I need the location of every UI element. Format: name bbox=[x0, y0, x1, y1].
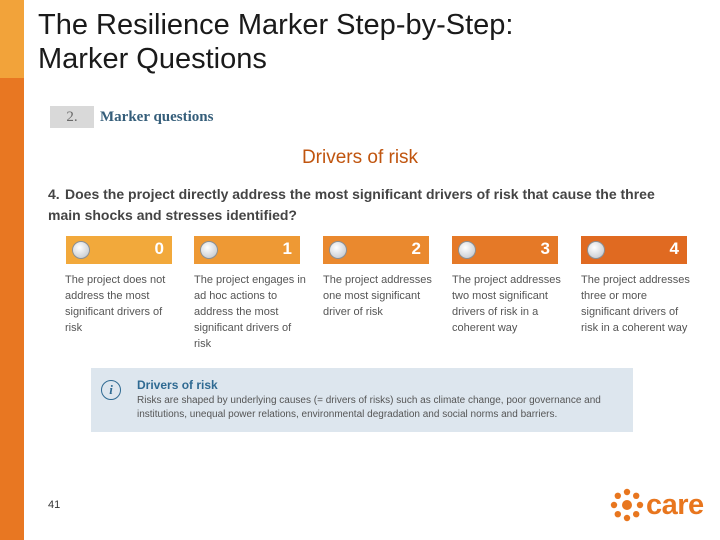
option-score: 3 bbox=[540, 239, 550, 258]
option-score: 4 bbox=[669, 239, 679, 258]
info-box-text: Risks are shaped by underlying causes (=… bbox=[137, 395, 601, 420]
radio-button-icon[interactable] bbox=[458, 241, 476, 259]
option-0-bar[interactable]: 0 bbox=[66, 236, 172, 264]
option-3-bar[interactable]: 3 bbox=[452, 236, 558, 264]
question: 4. Does the project directly address the … bbox=[48, 184, 668, 226]
section-label: Marker questions bbox=[100, 108, 214, 125]
radio-button-icon[interactable] bbox=[72, 241, 90, 259]
option-score: 1 bbox=[282, 239, 292, 258]
option-1-description: The project engages in ad hoc actions to… bbox=[194, 274, 306, 350]
option-2-bar[interactable]: 2 bbox=[323, 236, 429, 264]
care-logo-mark-icon bbox=[610, 488, 644, 522]
slide-title: The Resilience Marker Step-by-Step: Mark… bbox=[38, 9, 514, 75]
option-0-description: The project does not address the most si… bbox=[65, 274, 166, 334]
info-box: i Drivers of risk Risks are shaped by un… bbox=[91, 368, 633, 432]
question-text: Does the project directly address the mo… bbox=[48, 186, 655, 223]
left-accent-bar-top bbox=[0, 0, 24, 78]
option-1-bar[interactable]: 1 bbox=[194, 236, 300, 264]
page-number: 41 bbox=[48, 499, 61, 511]
option-4-description: The project addresses three or more sign… bbox=[581, 274, 690, 334]
option-score: 2 bbox=[411, 239, 421, 258]
info-box-title: Drivers of risk bbox=[137, 378, 218, 392]
option-2-description: The project addresses one most significa… bbox=[323, 274, 432, 318]
info-icon: i bbox=[101, 380, 121, 400]
section-number: 2. bbox=[50, 106, 94, 128]
radio-button-icon[interactable] bbox=[329, 241, 347, 259]
radio-button-icon[interactable] bbox=[200, 241, 218, 259]
option-score: 0 bbox=[154, 239, 164, 258]
option-3-description: The project addresses two most significa… bbox=[452, 274, 561, 334]
care-logo-text: care bbox=[646, 489, 704, 521]
care-logo: care bbox=[610, 488, 704, 522]
radio-button-icon[interactable] bbox=[587, 241, 605, 259]
question-number: 4. bbox=[48, 186, 60, 202]
section-tab: 2. Marker questions bbox=[50, 106, 213, 128]
option-4-bar[interactable]: 4 bbox=[581, 236, 687, 264]
left-accent-bar bbox=[0, 0, 24, 540]
slide-subtitle: Drivers of risk bbox=[301, 147, 419, 168]
